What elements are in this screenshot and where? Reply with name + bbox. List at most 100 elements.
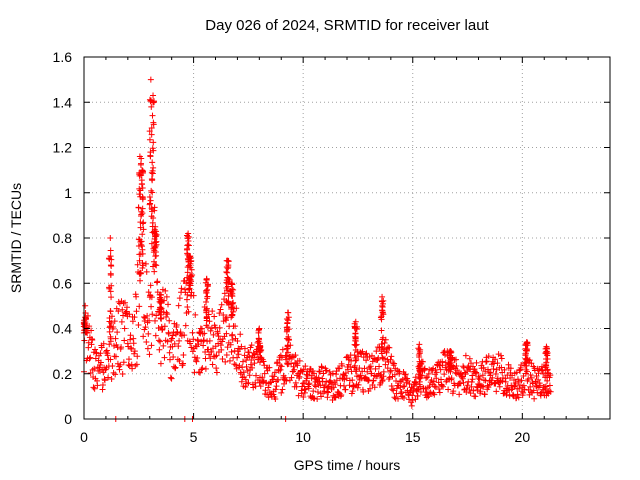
data-point: [457, 380, 464, 387]
data-point: [387, 356, 394, 363]
data-point: [494, 360, 501, 367]
data-point: [492, 380, 499, 387]
y-axis-label: SRMTID / TECUs: [8, 182, 24, 294]
data-point: [176, 295, 183, 302]
data-point: [473, 359, 480, 366]
data-point: [324, 388, 331, 395]
data-point: [164, 338, 171, 345]
data-point: [157, 306, 164, 313]
data-point: [511, 376, 518, 383]
data-point: [224, 269, 231, 276]
data-point: [146, 201, 153, 208]
data-point: [411, 379, 418, 386]
data-point: [86, 355, 93, 362]
data-point: [139, 246, 146, 253]
data-point: [262, 387, 269, 394]
data-point: [110, 369, 117, 376]
data-point: [121, 325, 128, 332]
data-point: [417, 374, 424, 381]
data-point: [277, 366, 284, 373]
data-point: [279, 354, 286, 361]
data-point: [125, 343, 132, 350]
data-point: [167, 356, 174, 363]
data-point: [284, 309, 291, 316]
data-point: [203, 287, 210, 294]
data-point: [147, 76, 154, 83]
data-point: [175, 343, 182, 350]
data-point: [438, 382, 445, 389]
data-point: [326, 368, 333, 375]
data-point: [148, 303, 155, 310]
data-point: [353, 366, 360, 373]
data-point: [353, 357, 360, 364]
data-point: [282, 356, 289, 363]
y-tick-label: 0: [64, 411, 72, 427]
data-point: [243, 357, 250, 364]
data-point: [256, 349, 263, 356]
data-point: [135, 321, 142, 328]
data-point: [99, 382, 106, 389]
data-point: [138, 211, 145, 218]
data-point: [311, 395, 318, 402]
data-point: [187, 253, 194, 260]
data-point: [355, 381, 362, 388]
data-point: [149, 159, 156, 166]
data-point: [301, 389, 308, 396]
data-point: [512, 380, 519, 387]
data-point: [436, 385, 443, 392]
data-point: [140, 333, 147, 340]
data-point: [161, 354, 168, 361]
data-point: [241, 345, 248, 352]
data-point: [493, 388, 500, 395]
data-point: [223, 269, 230, 276]
data-point: [379, 354, 386, 361]
data-point: [136, 303, 143, 310]
data-point: [146, 317, 153, 324]
data-point: [260, 379, 267, 386]
data-point: [426, 383, 433, 390]
data-point: [213, 365, 220, 372]
data-point: [91, 385, 98, 392]
data-point: [323, 367, 330, 374]
data-point: [404, 377, 411, 384]
data-point: [275, 376, 282, 383]
data-point: [203, 322, 210, 329]
data-point: [146, 193, 153, 200]
data-point: [108, 376, 115, 383]
data-point: [279, 386, 286, 393]
data-point: [150, 164, 157, 171]
data-point: [184, 269, 191, 276]
data-point: [339, 362, 346, 369]
data-point: [215, 333, 222, 340]
data-point: [133, 361, 140, 368]
data-point: [161, 323, 168, 330]
data-point: [488, 379, 495, 386]
data-point: [460, 379, 467, 386]
data-point: [335, 365, 342, 372]
data-point: [384, 365, 391, 372]
data-point: [398, 378, 405, 385]
data-point: [391, 360, 398, 367]
data-point: [283, 328, 290, 335]
data-point: [482, 377, 489, 384]
data-point: [360, 388, 367, 395]
data-point: [515, 394, 522, 401]
data-point: [547, 372, 554, 379]
data-point: [158, 315, 165, 322]
data-point: [437, 366, 444, 373]
x-axis-label: GPS time / hours: [293, 457, 401, 473]
data-point: [387, 368, 394, 375]
data-point: [203, 314, 210, 321]
data-point: [325, 389, 332, 396]
data-point: [359, 348, 366, 355]
x-tick-label: 20: [515, 429, 531, 445]
data-point: [149, 189, 156, 196]
data-point: [116, 366, 123, 373]
data-point: [137, 161, 144, 168]
data-point: [107, 235, 114, 241]
data-point: [138, 177, 145, 184]
data-point: [388, 353, 395, 360]
data-point: [439, 383, 446, 390]
data-point: [537, 382, 544, 389]
data-point: [107, 253, 114, 260]
